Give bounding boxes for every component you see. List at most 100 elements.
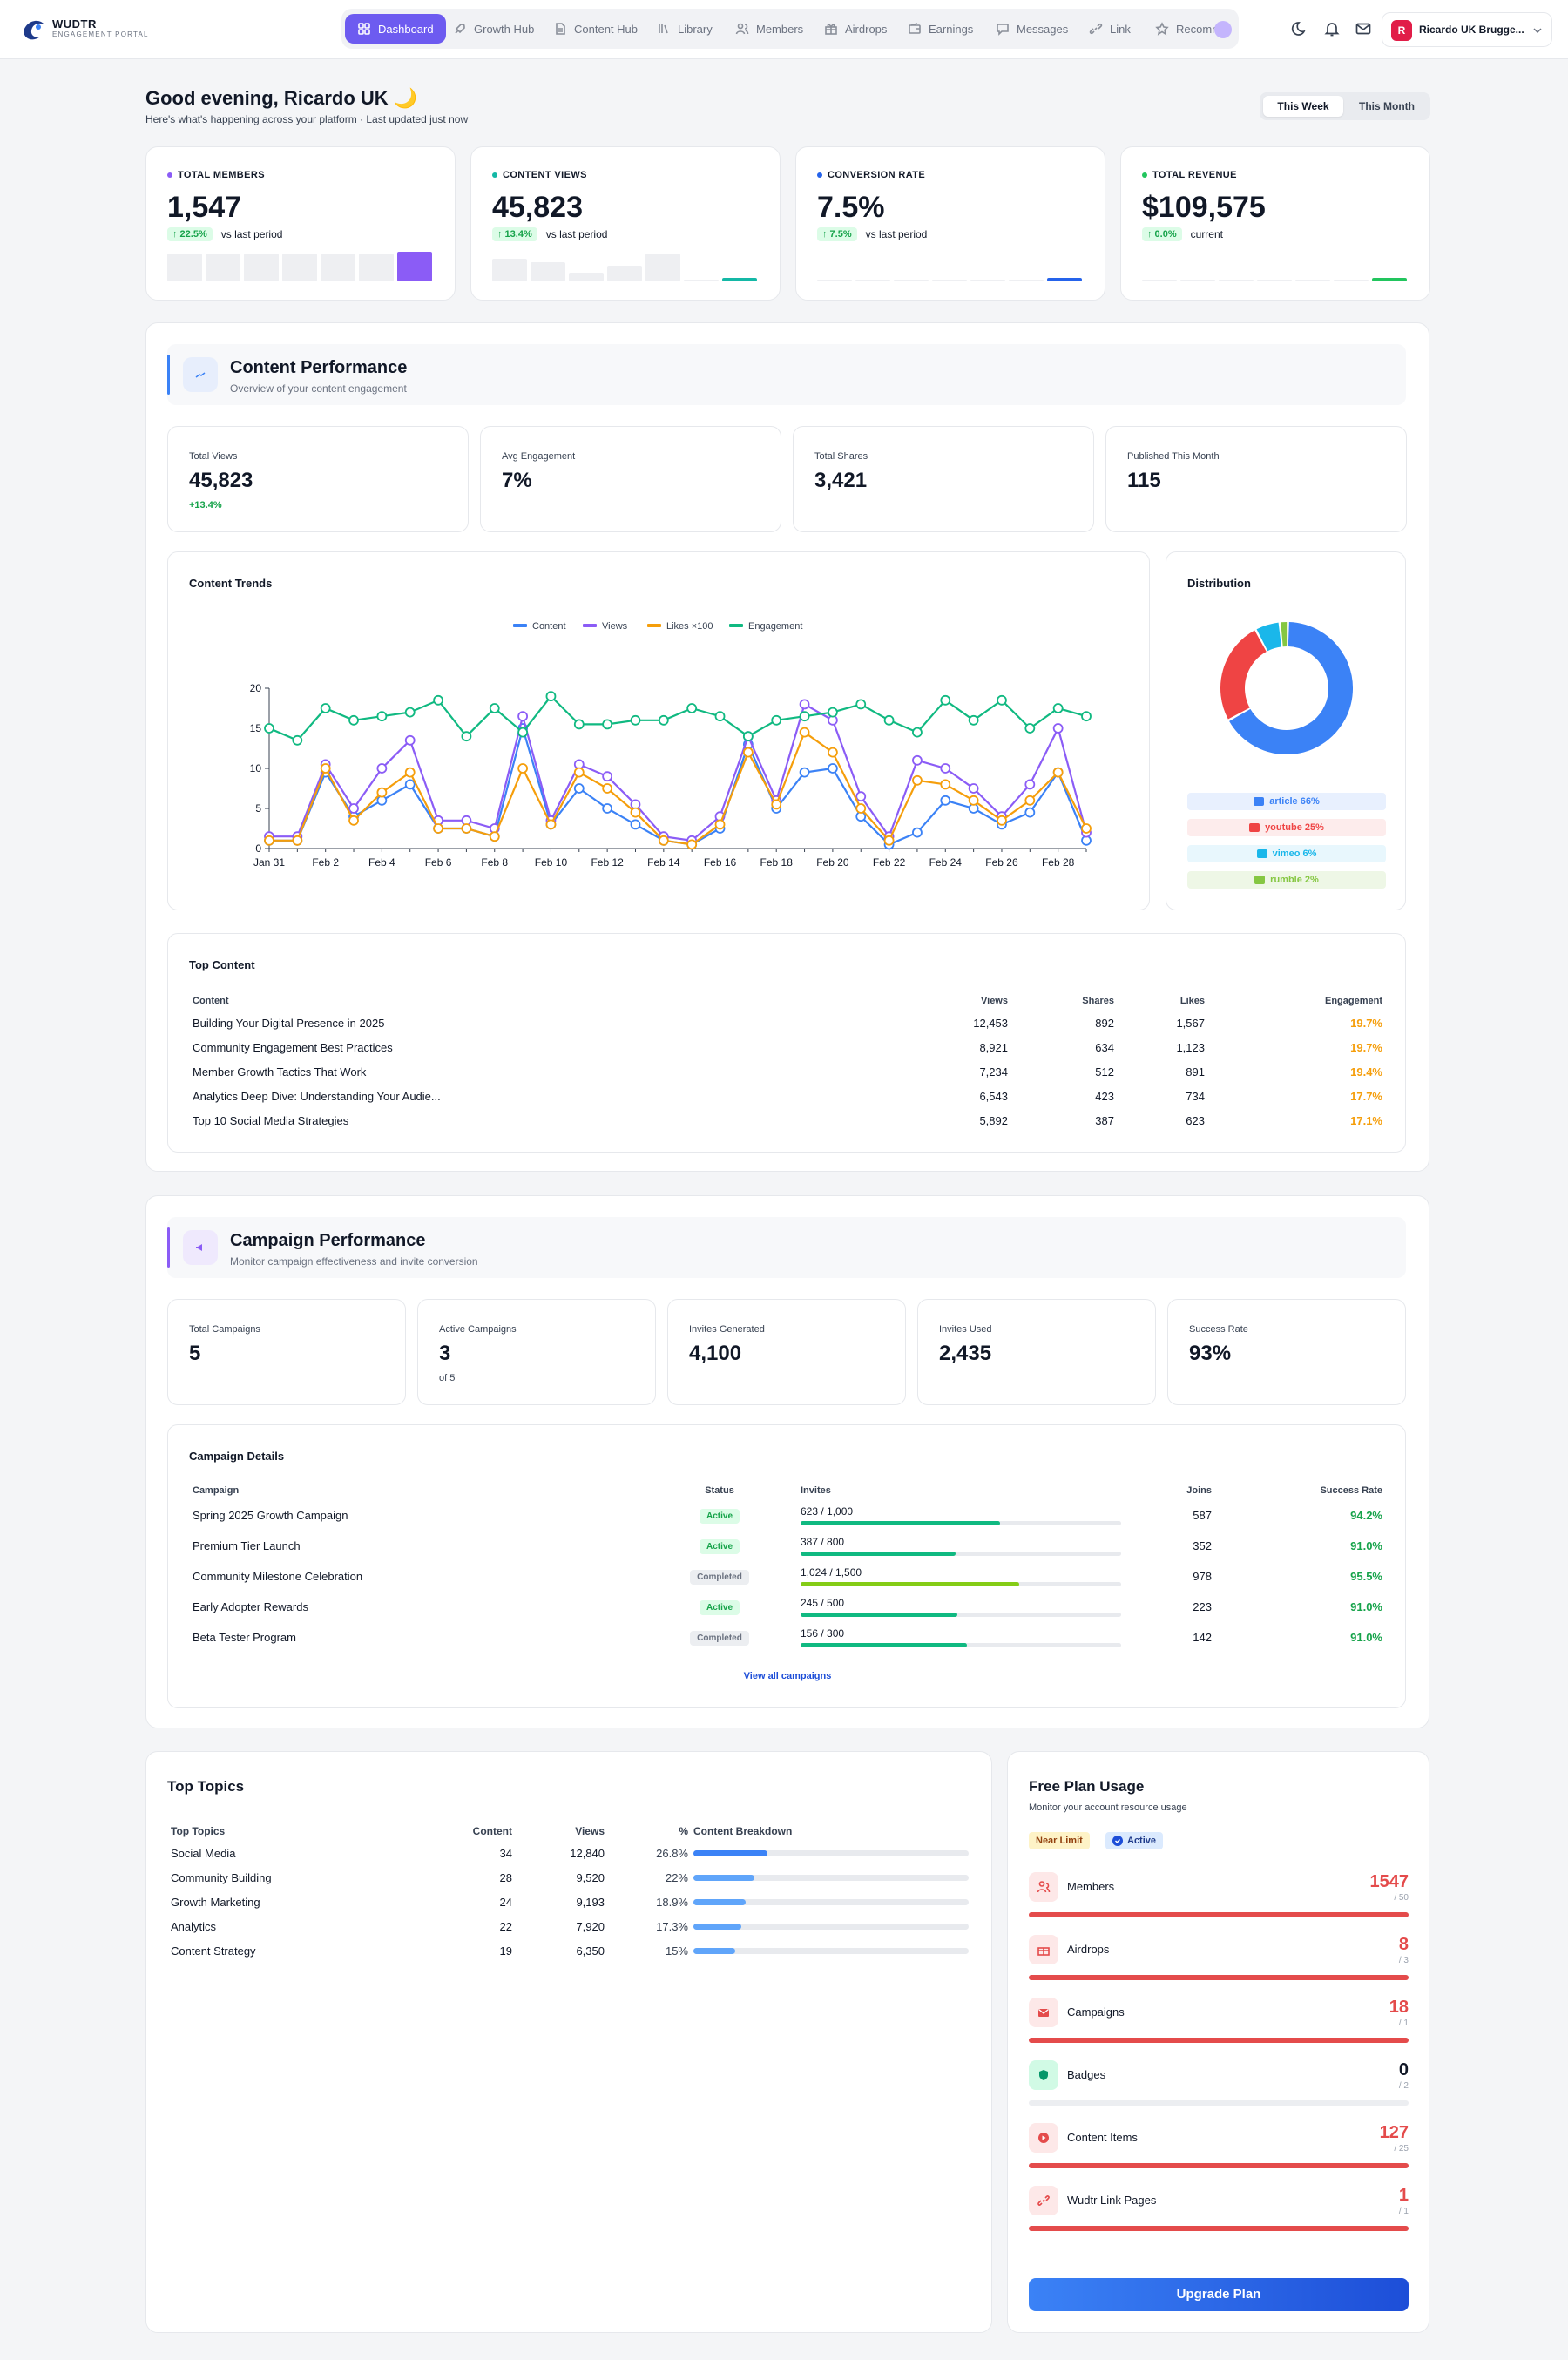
nav-dashboard[interactable]: Dashboard (345, 14, 446, 44)
data-point[interactable] (686, 703, 698, 713)
data-point[interactable] (602, 719, 613, 730)
data-point[interactable] (714, 819, 726, 830)
donut-slice[interactable] (1220, 630, 1267, 720)
data-point[interactable] (827, 763, 838, 774)
table-row[interactable]: Top 10 Social Media Strategies 5,892 387 62… (193, 1108, 1382, 1133)
data-point[interactable] (1052, 703, 1064, 713)
data-point[interactable] (799, 711, 810, 722)
data-point[interactable] (827, 707, 838, 718)
table-row[interactable]: Early Adopter Rewards Active 245 / 500 223 9… (193, 1592, 1382, 1622)
data-point[interactable] (348, 803, 359, 814)
nav-content-hub[interactable]: Content Hub (553, 14, 638, 44)
data-point[interactable] (404, 734, 416, 746)
distribution-legend-item[interactable]: rumble 2% (1187, 871, 1386, 889)
data-point[interactable] (489, 831, 500, 842)
legend-label[interactable]: Engagement (748, 621, 802, 632)
data-point[interactable] (1024, 795, 1036, 806)
upgrade-plan-button[interactable]: Upgrade Plan (1029, 2278, 1409, 2311)
data-point[interactable] (602, 803, 613, 814)
data-point[interactable] (404, 707, 416, 718)
data-point[interactable] (602, 783, 613, 794)
data-point[interactable] (855, 699, 867, 710)
table-row[interactable]: Premium Tier Launch Active 387 / 800 352 91.… (193, 1531, 1382, 1561)
data-point[interactable] (940, 795, 951, 806)
legend-label[interactable]: Likes ×100 (666, 621, 713, 632)
data-point[interactable] (376, 763, 388, 774)
nav-airdrops[interactable]: Airdrops (824, 14, 887, 44)
data-point[interactable] (940, 763, 951, 774)
data-point[interactable] (573, 767, 585, 778)
data-point[interactable] (968, 783, 979, 794)
data-point[interactable] (799, 727, 810, 738)
view-all-campaigns-link[interactable]: View all campaigns (743, 1671, 832, 1681)
data-point[interactable] (630, 819, 641, 830)
data-point[interactable] (433, 694, 443, 706)
table-row[interactable]: Beta Tester Program Completed 156 / 300 142… (193, 1622, 1382, 1653)
tab-this-month[interactable]: This Month (1359, 100, 1415, 112)
data-point[interactable] (686, 839, 698, 850)
data-point[interactable] (348, 714, 359, 726)
nav-messages[interactable]: Messages (996, 14, 1068, 44)
data-point[interactable] (855, 803, 867, 814)
legend-label[interactable]: Content (532, 621, 566, 632)
nav-recommend[interactable]: Recomm (1155, 14, 1221, 44)
theme-toggle-button[interactable] (1291, 19, 1310, 38)
data-point[interactable] (912, 827, 923, 838)
data-point[interactable] (264, 723, 274, 734)
data-point[interactable] (630, 807, 641, 818)
data-point[interactable] (630, 714, 641, 726)
data-point[interactable] (771, 799, 782, 810)
data-point[interactable] (517, 711, 529, 722)
table-row[interactable]: Building Your Digital Presence in 2025 12… (193, 1011, 1382, 1035)
data-point[interactable] (799, 699, 810, 710)
data-point[interactable] (320, 703, 331, 713)
nav-link[interactable]: Link (1089, 14, 1131, 44)
nav-growth-hub[interactable]: Growth Hub (453, 14, 534, 44)
stat-card[interactable]: CONVERSION RATE 7.5% ↑ 7.5% vs last period (795, 146, 1105, 301)
data-point[interactable] (742, 731, 754, 742)
data-point[interactable] (461, 731, 472, 742)
stat-card[interactable]: TOTAL MEMBERS 1,547 ↑ 22.5% vs last period (145, 146, 456, 301)
table-row[interactable]: Community Engagement Best Practices 8,921… (193, 1035, 1382, 1059)
table-row[interactable]: Social Media 34 12,840 26.8% (171, 1841, 969, 1865)
data-point[interactable] (771, 714, 782, 726)
data-point[interactable] (1052, 767, 1064, 778)
nav-members[interactable]: Members (735, 14, 803, 44)
data-point[interactable] (883, 835, 895, 846)
nav-library[interactable]: Library (657, 14, 713, 44)
table-row[interactable]: Community Building 28 9,520 22% (171, 1865, 969, 1890)
data-point[interactable] (348, 815, 359, 826)
data-point[interactable] (264, 835, 274, 846)
data-point[interactable] (433, 823, 443, 834)
data-point[interactable] (1081, 823, 1092, 834)
data-point[interactable] (912, 727, 923, 738)
data-point[interactable] (658, 835, 669, 846)
data-point[interactable] (1024, 807, 1036, 818)
data-point[interactable] (517, 727, 529, 738)
data-point[interactable] (517, 763, 529, 774)
data-point[interactable] (376, 711, 388, 722)
table-row[interactable]: Analytics 22 7,920 17.3% (171, 1914, 969, 1938)
data-point[interactable] (292, 734, 303, 746)
data-point[interactable] (799, 767, 810, 778)
data-point[interactable] (1081, 711, 1092, 722)
data-point[interactable] (1052, 723, 1064, 734)
data-point[interactable] (1024, 779, 1036, 790)
donut-slice[interactable] (1256, 622, 1282, 652)
data-point[interactable] (742, 747, 754, 758)
data-point[interactable] (404, 779, 416, 790)
data-point[interactable] (573, 719, 585, 730)
data-point[interactable] (997, 815, 1007, 826)
data-point[interactable] (968, 714, 979, 726)
table-row[interactable]: Analytics Deep Dive: Understanding Your … (193, 1084, 1382, 1108)
notifications-button[interactable] (1322, 19, 1342, 38)
table-row[interactable]: Member Growth Tactics That Work 7,234 512 8… (193, 1059, 1382, 1084)
table-row[interactable]: Content Strategy 19 6,350 15% (171, 1938, 969, 1963)
data-point[interactable] (489, 703, 500, 713)
data-point[interactable] (376, 787, 388, 798)
data-point[interactable] (940, 694, 951, 706)
data-point[interactable] (855, 791, 867, 802)
data-point[interactable] (883, 714, 895, 726)
stat-card[interactable]: TOTAL REVENUE $109,575 ↑ 0.0% current (1120, 146, 1430, 301)
data-point[interactable] (573, 783, 585, 794)
